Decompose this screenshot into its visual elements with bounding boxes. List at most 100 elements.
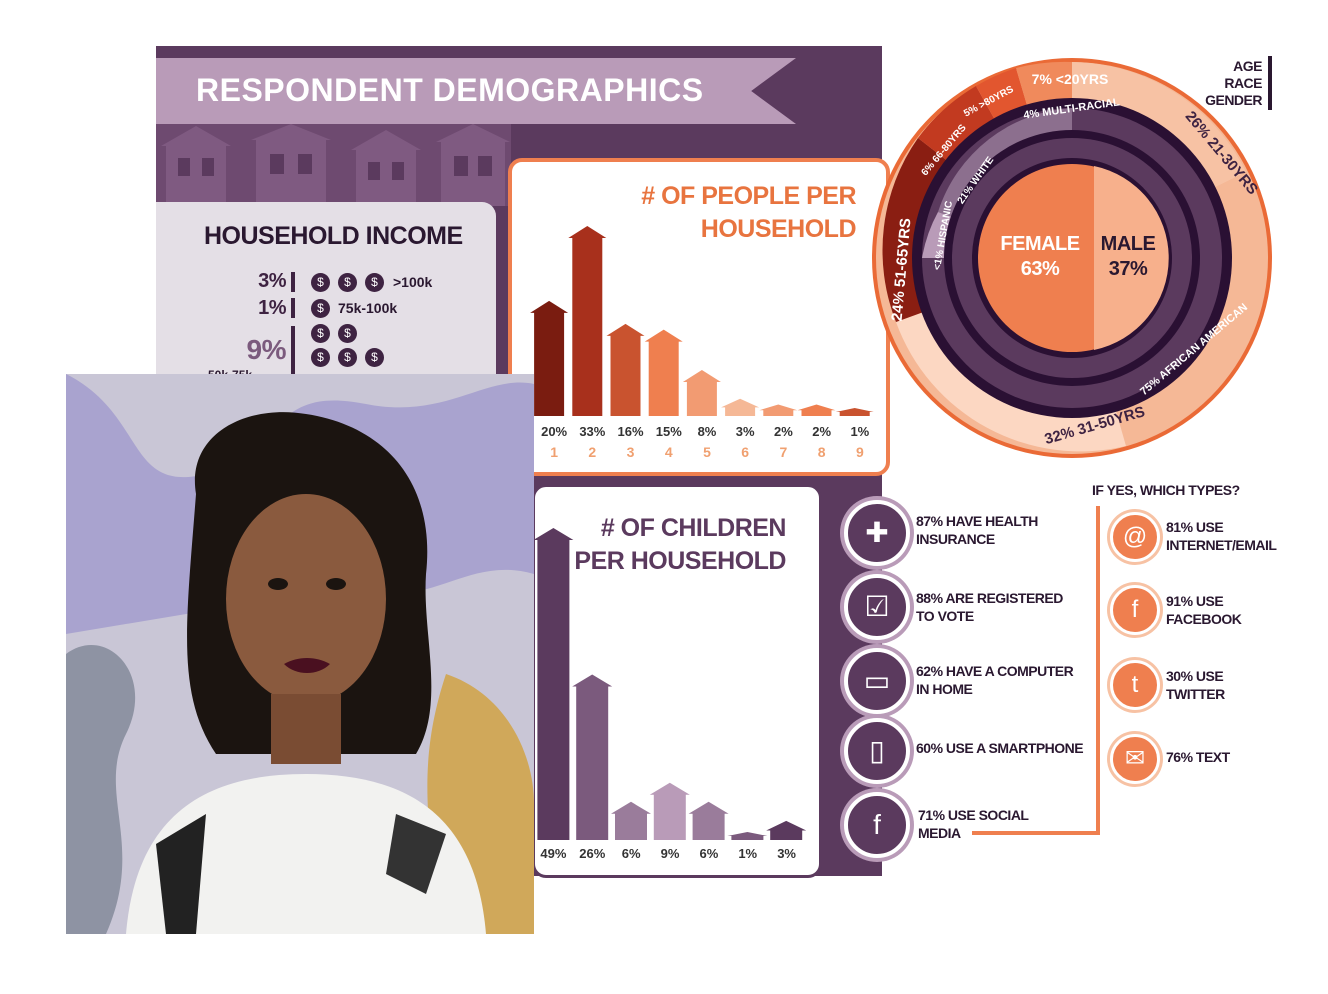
people-count-label: 5 [703,444,711,460]
at-icon: @ [1110,512,1160,562]
people-pct-label: 1% [850,424,870,439]
people-pct-label: 2% [812,424,832,439]
female-pct: 63% [1020,258,1060,280]
bar-arrow [766,820,806,840]
smartphone-icon: ▯ [844,718,910,784]
bar-arrow [530,300,569,416]
children-pct-label: 26% [579,846,606,861]
legend-age: AGE [1233,58,1262,74]
dollar-coin-icon: $ [311,348,330,367]
bar-arrow [649,782,690,840]
people-count-label: 6 [741,444,750,460]
stat-vote: 88% ARE REGISTERED TO VOTE [916,589,1091,625]
income-label: 75k-100k [338,300,398,316]
income-label: >100k [393,274,433,290]
dollar-coin-icon: $ [338,348,357,367]
title-line: PER HOUSEHOLD [574,547,786,575]
children-bar-chart [534,528,806,840]
household-income-title: HOUSEHOLD INCOME [204,222,463,250]
stat-line: INSURANCE [916,531,995,547]
legend-race: RACE [1224,75,1262,91]
children-per-household-title: # OF CHILDREN PER HOUSEHOLD [560,512,786,578]
web-line: 76% TEXT [1166,749,1230,765]
stat-health: 87% HAVE HEALTH INSURANCE [916,512,1091,548]
stat-computer: 62% HAVE A COMPUTER IN HOME [916,662,1091,698]
female-segment-label: FEMALE 63% [998,232,1082,282]
female-label: FEMALE [1000,233,1080,255]
people-pct-label: 3% [735,424,755,439]
people-per-household-title: # OF PEOPLE PER HOUSEHOLD [600,180,856,246]
stat-line: IN HOME [916,681,973,697]
people-pct-row: 20% 33% 16% 15% 8% 3% 2% 2% 1% [535,424,879,439]
people-pct-label: 8% [697,424,717,439]
people-pct-label: 20% [541,424,568,439]
children-pct-label: 3% [777,846,796,861]
children-pct-label: 49% [540,846,567,861]
stat-line: 88% ARE REGISTERED [916,590,1063,606]
stat-line: 60% USE A SMARTPHONE [916,740,1084,756]
stat-smartphone: 60% USE A SMARTPHONE [916,739,1091,757]
dollar-coin-icon: $ [311,299,330,318]
people-count-label: 1 [550,444,558,460]
social-icon: f [844,792,910,858]
people-count-label: 7 [779,444,788,460]
people-count-label: 2 [588,444,597,460]
dollar-coin-icon: $ [311,273,330,292]
web-internet: 81% USE INTERNET/EMAIL [1166,518,1277,554]
income-pct: 9% [246,334,287,365]
stat-line: 87% HAVE HEALTH [916,513,1038,529]
bar-arrow [682,369,721,416]
stat-line: TO VOTE [916,608,974,624]
stat-line: 62% HAVE A COMPUTER [916,663,1074,679]
bar-arrow [727,832,768,840]
people-pct-label: 15% [655,424,682,439]
envelope-icon: ✉ [1110,734,1160,784]
dollar-coin-icon: $ [338,324,357,343]
web-line: 30% USE [1166,668,1224,684]
children-pct-label: 6% [699,846,719,861]
web-facebook: 91% USE FACEBOOK [1166,592,1276,628]
children-pct-label: 6% [621,846,641,861]
people-count-label: 9 [855,444,864,460]
people-pct-label: 33% [579,424,606,439]
bar-arrow [611,801,651,840]
web-line: 81% USE [1166,519,1224,535]
bar-arrow [688,801,729,840]
bar-arrow [534,528,574,840]
web-line: FACEBOOK [1166,611,1242,627]
income-divider [291,326,295,374]
dollar-coin-icon: $ [311,324,330,343]
ballot-icon: ☑ [844,574,910,640]
web-line: TWITTER [1166,686,1225,702]
stat-line: 71% USE SOCIAL [918,807,1029,823]
bar-arrow [606,323,645,416]
bar-arrow [835,408,874,416]
bar-arrow [759,404,798,416]
houses-illustration [156,124,511,206]
bar-arrow [644,329,683,416]
web-text-msg: 76% TEXT [1166,748,1276,766]
children-pct-row: 49% 26% 6% 9% 6% 1% 3% [534,846,806,861]
income-pct: 1% [258,297,286,319]
people-pct-label: 2% [774,424,793,439]
dollar-coin-icon: $ [365,273,384,292]
people-pct-label: 16% [617,424,644,439]
legend-bar [1268,56,1272,110]
male-pct: 37% [1108,258,1148,280]
bar-arrow [568,226,607,416]
web-types-title: IF YES, WHICH TYPES? [1092,482,1240,498]
dollar-coin-icon: $ [365,348,384,367]
web-twitter: 30% USE TWITTER [1166,667,1276,703]
people-count-label: 8 [817,444,826,460]
computer-icon: ▭ [844,648,910,714]
bar-arrow [572,674,613,840]
stat-line: MEDIA [918,825,961,841]
title-line: HOUSEHOLD [700,215,857,243]
bar-arrow [721,398,760,416]
male-label: MALE [1100,233,1156,255]
twitter-icon: t [1110,660,1160,710]
people-bar-chart [530,226,874,416]
web-line: INTERNET/EMAIL [1166,537,1277,553]
connector-line [972,831,1100,835]
donut-legend: AGE RACE GENDER [1200,58,1262,109]
